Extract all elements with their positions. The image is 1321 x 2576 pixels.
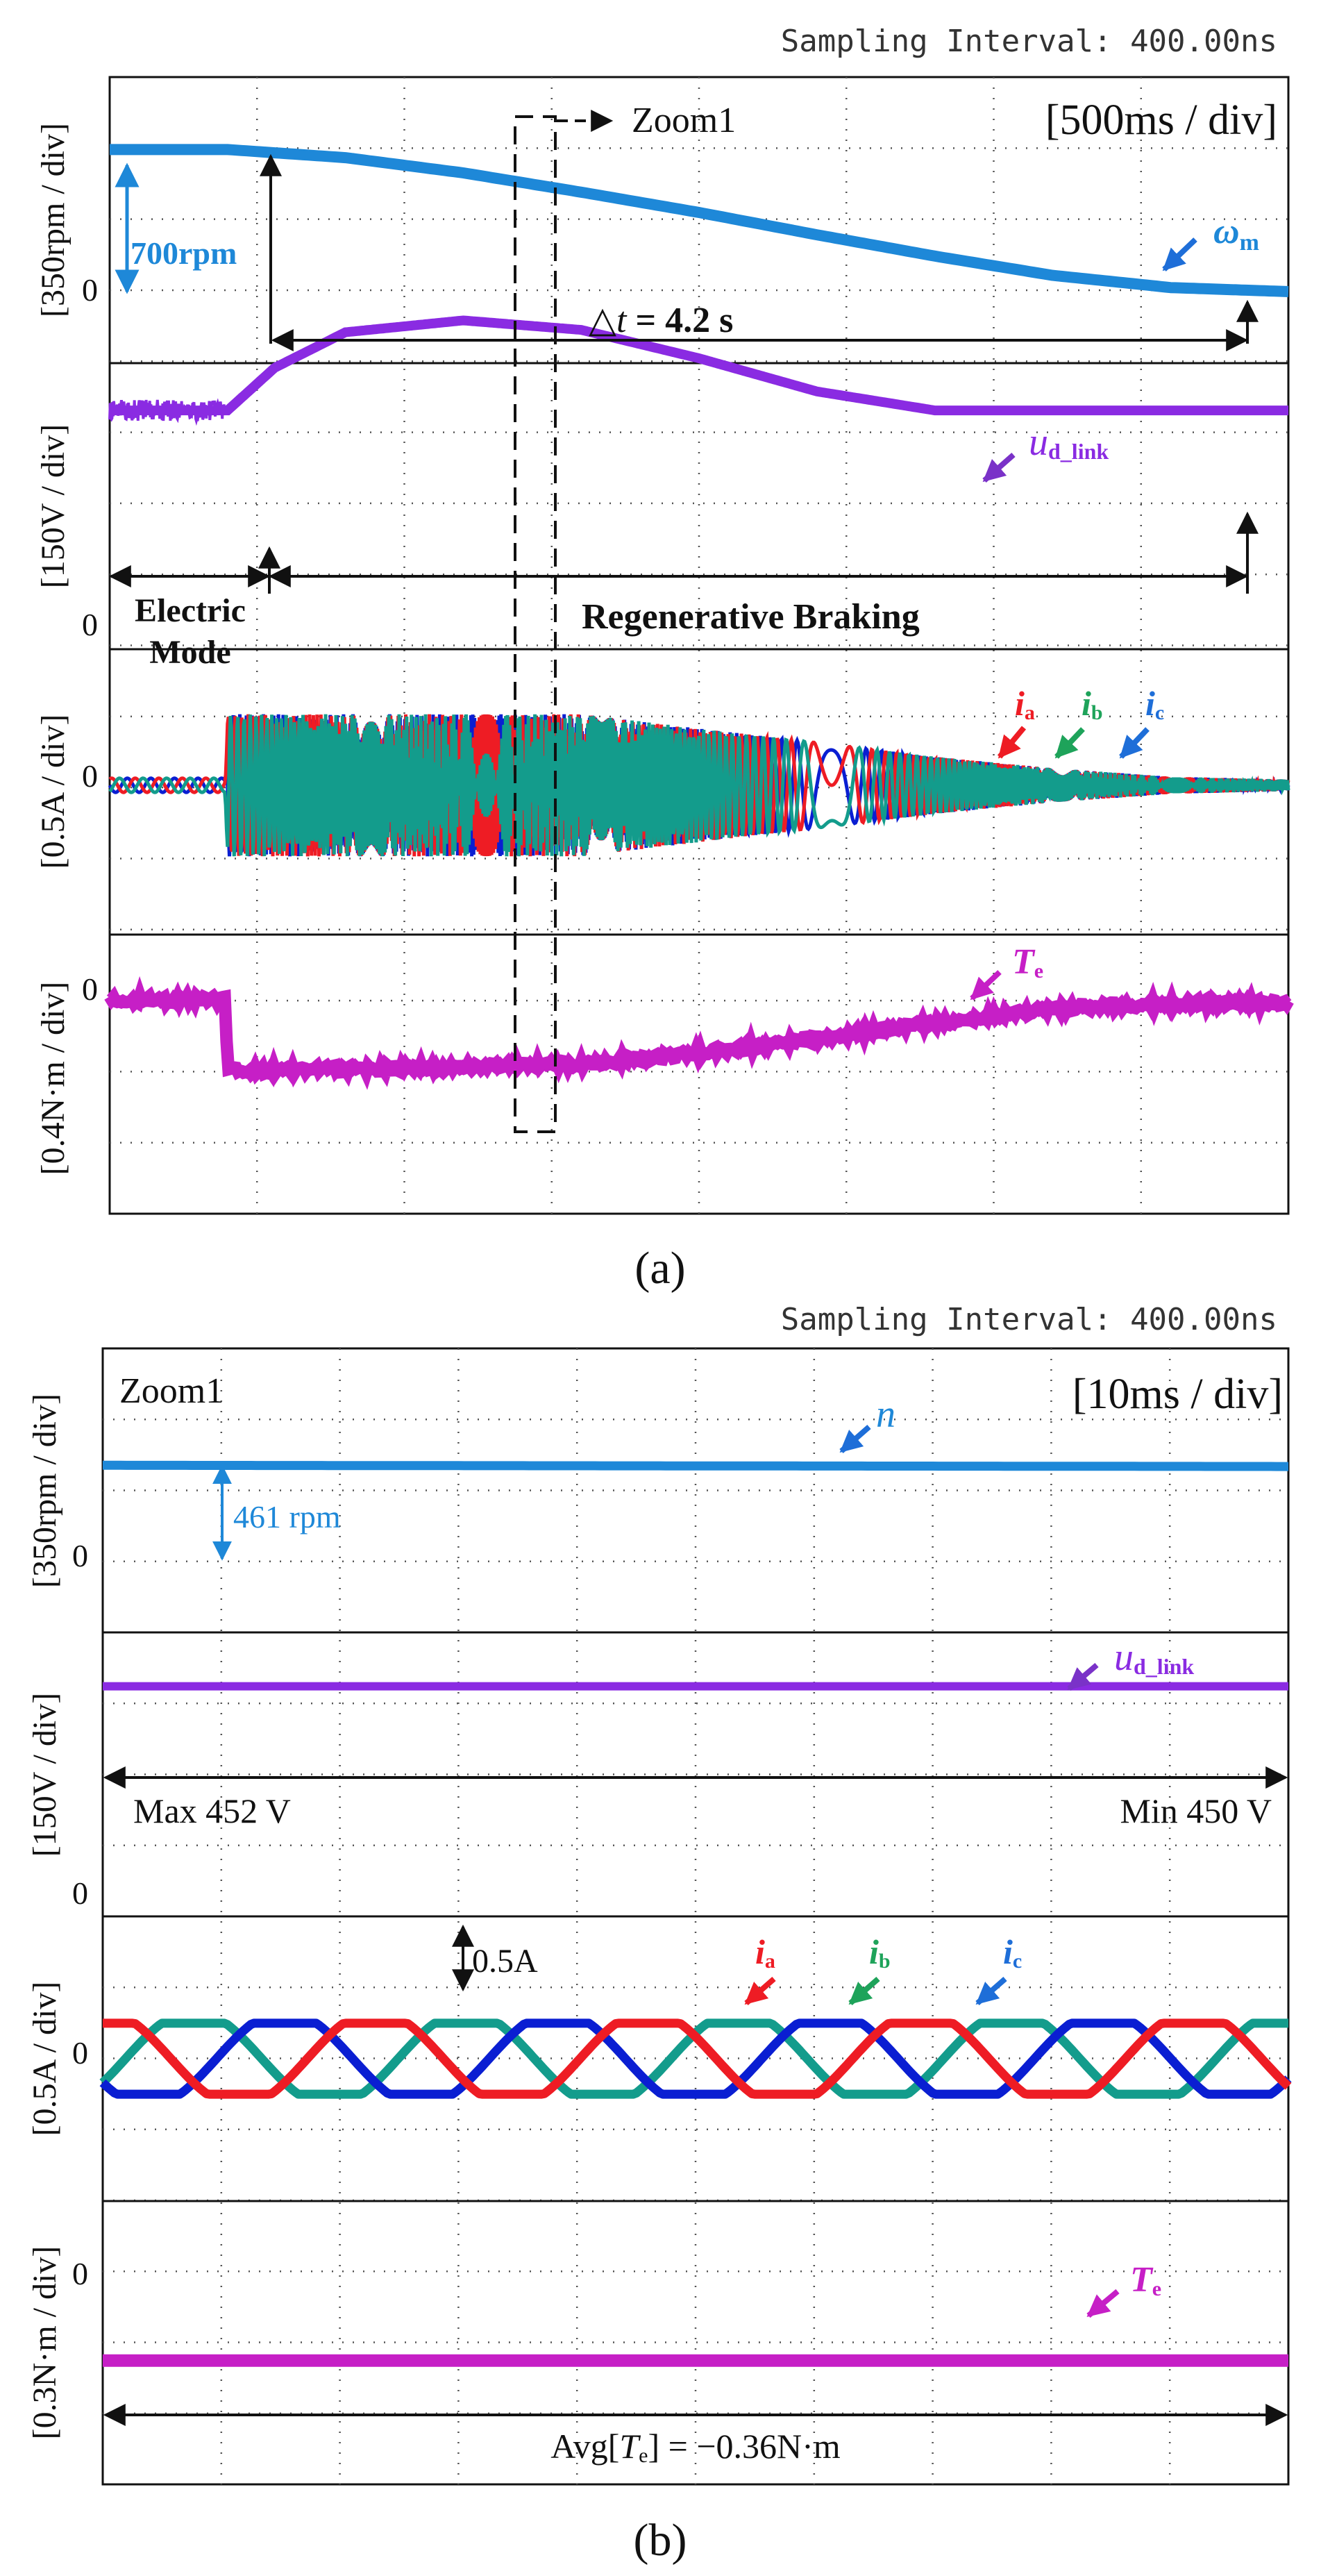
ia-label: ia [1015,684,1035,724]
speed-value-label: 461 rpm [233,1499,341,1534]
panel-a-ch3-scale: [0.5A / div] [35,714,71,869]
wm-label: ωm [1213,212,1259,256]
panel-a-caption: (a) [634,1243,685,1294]
udlink-ripple [110,400,225,421]
panel-a-zoom-label: Zoom1 [632,101,736,140]
panel-a-timebase: [500ms / div] [1045,97,1277,144]
panel-a-ch3-zero: 0 [82,758,98,794]
panel-b-ch3-zero: 0 [72,2035,88,2071]
panel-a-ch4-zero: 0 [82,971,98,1007]
panel-b-sampling-interval: Sampling Interval: 400.00ns [781,1302,1277,1337]
te-b-label: Te [1130,2260,1161,2300]
speed-n-trace [103,1465,1288,1466]
current-amplitude-label: 0.5A [472,1943,538,1980]
electric-mode-label-line2: Mode [149,634,230,671]
ic-label: ic [1145,684,1164,724]
udlink-arrow [984,455,1013,480]
n-label: n [876,1393,895,1436]
panel-b: Sampling Interval: 400.00ns [350rpm / di… [26,1302,1288,2566]
ib-b-label: ib [869,1932,891,1973]
wm-arrow [1164,240,1195,269]
min-voltage-label: Min 450 V [1120,1791,1272,1830]
speed-amplitude-label: 700rpm [131,235,237,271]
ic-b-arrow [977,1979,1005,2003]
te-arrow [972,972,1000,998]
regen-label: Regenerative Braking [582,597,920,637]
ia-arrow [1000,728,1024,757]
ic-b-label: ic [1003,1932,1022,1973]
panel-b-ch4-zero: 0 [72,2256,88,2291]
panel-a-ch1-zero: 0 [82,272,98,308]
panel-b-ch3-scale: [0.5A / div] [26,1982,63,2136]
panel-a-ch2-zero: 0 [82,607,98,642]
ib-arrow [1057,729,1083,757]
udlink-label: ud_link [1029,421,1109,464]
deltat-label: △t = 4.2 s [589,301,733,340]
panel-a-ch2-scale: [150V / div] [35,424,71,588]
ic-arrow [1121,729,1147,757]
panel-a-ch1-scale: [350rpm / div] [35,123,71,317]
panel-b-ch2-scale: [150V / div] [26,1693,63,1857]
panel-b-zoom-label: Zoom1 [119,1371,224,1411]
panel-b-ch4-scale: [0.3N·m / div] [26,2246,63,2440]
ia-b-label: ia [755,1932,775,1973]
panel-b-caption: (b) [634,2515,687,2566]
panel-b-ch1-zero: 0 [72,1538,88,1573]
ib-b-arrow [850,1979,878,2003]
max-voltage-label: Max 452 V [133,1791,291,1830]
zoom1-box [515,117,555,1132]
torque-trace [110,996,1288,1074]
panel-a-ch4-scale: [0.4N·m / div] [35,982,71,1176]
ia-b-arrow [746,1979,774,2003]
panel-a-sampling-interval: Sampling Interval: 400.00ns [781,24,1277,59]
udlink-b-label: ud_link [1114,1636,1194,1679]
avg-torque-label: Avg[Te] = −0.36N·m [550,2427,841,2467]
te-label: Te [1012,942,1043,982]
ib-label: ib [1082,684,1103,724]
electric-mode-label-line1: Electric [135,592,246,629]
panel-b-ch1-scale: [350rpm / div] [26,1394,63,1588]
panel-b-ch2-zero: 0 [72,1875,88,1911]
te-b-arrow [1088,2291,1118,2316]
panel-b-timebase: [10ms / div] [1072,1371,1283,1418]
n-arrow [841,1427,869,1451]
panel-a: Sampling Interval: 400.00ns [350rpm / di… [35,24,1288,1294]
